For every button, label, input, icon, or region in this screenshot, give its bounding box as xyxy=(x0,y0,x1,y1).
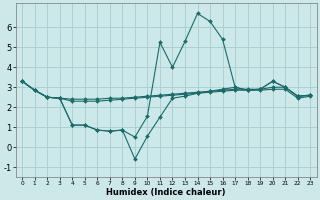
X-axis label: Humidex (Indice chaleur): Humidex (Indice chaleur) xyxy=(107,188,226,197)
